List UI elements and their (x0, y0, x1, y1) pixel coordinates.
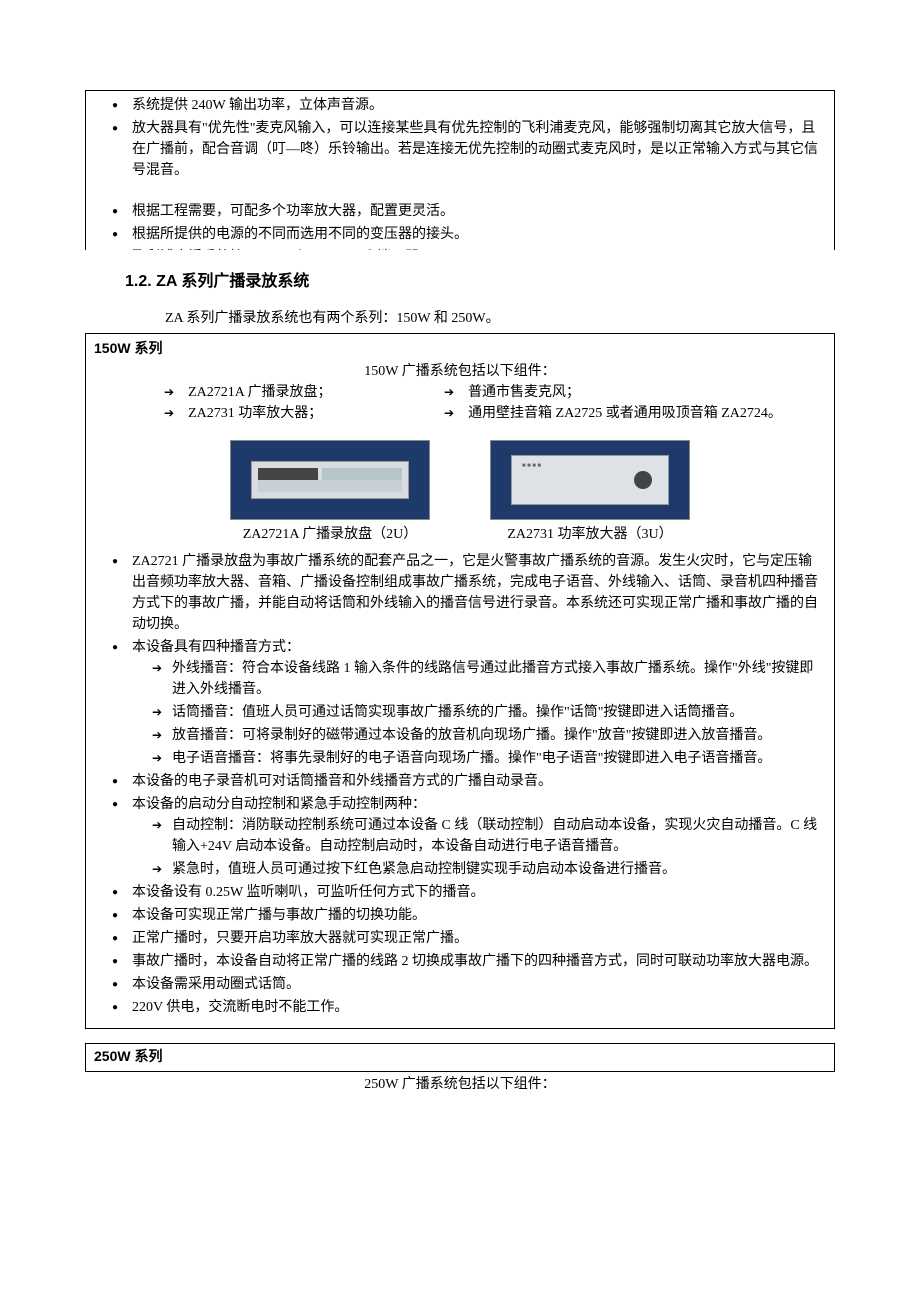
series-250-label: 250W 系列 (94, 1046, 826, 1067)
arrow-icon: ➔ (444, 383, 454, 401)
details-list: ZA2721 广播录放盘为事故广播系统的配套产品之一，它是火警事故广播系统的音源… (94, 551, 826, 1018)
device-caption-1: ZA2721A 广播录放盘（2U） (230, 524, 430, 545)
top-bullet-item: 放大器具有"优先性"麦克风输入，可以连接某些具有优先控制的飞利浦麦克风，能够强制… (112, 118, 826, 181)
arrow-icon: ➔ (164, 383, 174, 401)
top-bullet-item: 根据工程需要，可配多个功率放大器，配置更灵活。 (112, 201, 826, 222)
detail-sub-item: 自动控制：消防联动控制系统可通过本设备 C 线（联动控制）自动启动本设备，实现火… (152, 815, 826, 857)
detail-item: 正常广播时，只要开启功率放大器就可实现正常广播。 (112, 928, 826, 949)
detail-sub-item: 放音播音：可将录制好的磁带通过本设备的放音机向现场广播。操作"放音"按键即进入放… (152, 725, 826, 746)
component-right: 通用壁挂音箱 ZA2725 或者通用吸顶音箱 ZA2724。 (468, 403, 782, 424)
detail-item: ZA2721 广播录放盘为事故广播系统的配套产品之一，它是火警事故广播系统的音源… (112, 551, 826, 635)
device-image-1: ZA2721A 广播录放盘（2U） (230, 440, 430, 545)
arrow-icon: ➔ (444, 404, 454, 422)
top-bullet-item: 系统提供 240W 输出功率，立体声音源。 (112, 95, 826, 116)
series-150-heading: 150W 广播系统包括以下组件： (94, 361, 826, 382)
top-bullet-list: 系统提供 240W 输出功率，立体声音源。放大器具有"优先性"麦克风输入，可以连… (94, 95, 826, 250)
detail-item: 事故广播时，本设备自动将正常广播的线路 2 切换成事故广播下的四种播音方式，同时… (112, 951, 826, 972)
top-spec-box: 系统提供 240W 输出功率，立体声音源。放大器具有"优先性"麦克风输入，可以连… (85, 90, 835, 250)
detail-item: 本设备可实现正常广播与事故广播的切换功能。 (112, 905, 826, 926)
detail-item: 220V 供电，交流断电时不能工作。 (112, 997, 826, 1018)
detail-sub-list: 外线播音：符合本设备线路 1 输入条件的线路信号通过此播音方式接入事故广播系统。… (132, 658, 826, 769)
device-illustration-2: ■ ■ ■ ■ (490, 440, 690, 520)
series-250-box: 250W 系列 (85, 1043, 835, 1072)
section-title: ZA 系列广播录放系统 (156, 273, 309, 290)
detail-sub-item: 外线播音：符合本设备线路 1 输入条件的线路信号通过此播音方式接入事故广播系统。… (152, 658, 826, 700)
component-row: ➔ ZA2731 功率放大器； ➔ 通用壁挂音箱 ZA2725 或者通用吸顶音箱 ZA… (94, 403, 826, 424)
top-bullet-item: 飞利浦广播系统接于 100V 与 COM 两个端子即可 (112, 247, 826, 250)
detail-sub-item: 电子语音播音：将事先录制好的电子语音向现场广播。操作"电子语音"按键即进入电子语… (152, 748, 826, 769)
section-intro: ZA 系列广播录放系统也有两个系列：150W 和 250W。 (165, 308, 835, 329)
detail-sub-item: 话筒播音：值班人员可通过话筒实现事故广播系统的广播。操作"话筒"按键即进入话筒播… (152, 702, 826, 723)
arrow-icon: ➔ (164, 404, 174, 422)
component-row: ➔ ZA2721A 广播录放盘； ➔ 普通市售麦克风； (94, 382, 826, 403)
device-image-2: ■ ■ ■ ■ ZA2731 功率放大器（3U） (490, 440, 690, 545)
detail-item: 本设备具有四种播音方式：外线播音：符合本设备线路 1 输入条件的线路信号通过此播… (112, 637, 826, 769)
detail-item: 本设备的电子录音机可对话筒播音和外线播音方式的广播自动录音。 (112, 771, 826, 792)
top-bullet-item: 根据所提供的电源的不同而选用不同的变压器的接头。 (112, 224, 826, 245)
component-left: ZA2721A 广播录放盘； (188, 382, 332, 403)
section-number: 1.2. (125, 273, 152, 290)
detail-item: 本设备的启动分自动控制和紧急手动控制两种：自动控制：消防联动控制系统可通过本设备… (112, 794, 826, 880)
detail-item: 本设备设有 0.25W 监听喇叭，可监听任何方式下的播音。 (112, 882, 826, 903)
detail-sub-list: 自动控制：消防联动控制系统可通过本设备 C 线（联动控制）自动启动本设备，实现火… (132, 815, 826, 880)
series-150-box: 150W 系列 150W 广播系统包括以下组件： ➔ ZA2721A 广播录放盘；… (85, 333, 835, 1029)
device-caption-2: ZA2731 功率放大器（3U） (490, 524, 690, 545)
component-right: 普通市售麦克风； (468, 382, 580, 403)
series-250-heading: 250W 广播系统包括以下组件： (85, 1074, 835, 1095)
section-heading: 1.2. ZA 系列广播录放系统 (125, 270, 835, 294)
component-rows: ➔ ZA2721A 广播录放盘； ➔ 普通市售麦克风； ➔ ZA2731 功率放大器； ➔ 通… (94, 382, 826, 424)
detail-item: 本设备需采用动圈式话筒。 (112, 974, 826, 995)
device-illustration-1 (230, 440, 430, 520)
device-image-row: ZA2721A 广播录放盘（2U） ■ ■ ■ ■ ZA2731 功率放大器（3… (94, 440, 826, 545)
detail-sub-item: 紧急时，值班人员可通过按下红色紧急启动控制键实现手动启动本设备进行播音。 (152, 859, 826, 880)
series-150-label: 150W 系列 (94, 338, 826, 359)
component-left: ZA2731 功率放大器； (188, 403, 322, 424)
